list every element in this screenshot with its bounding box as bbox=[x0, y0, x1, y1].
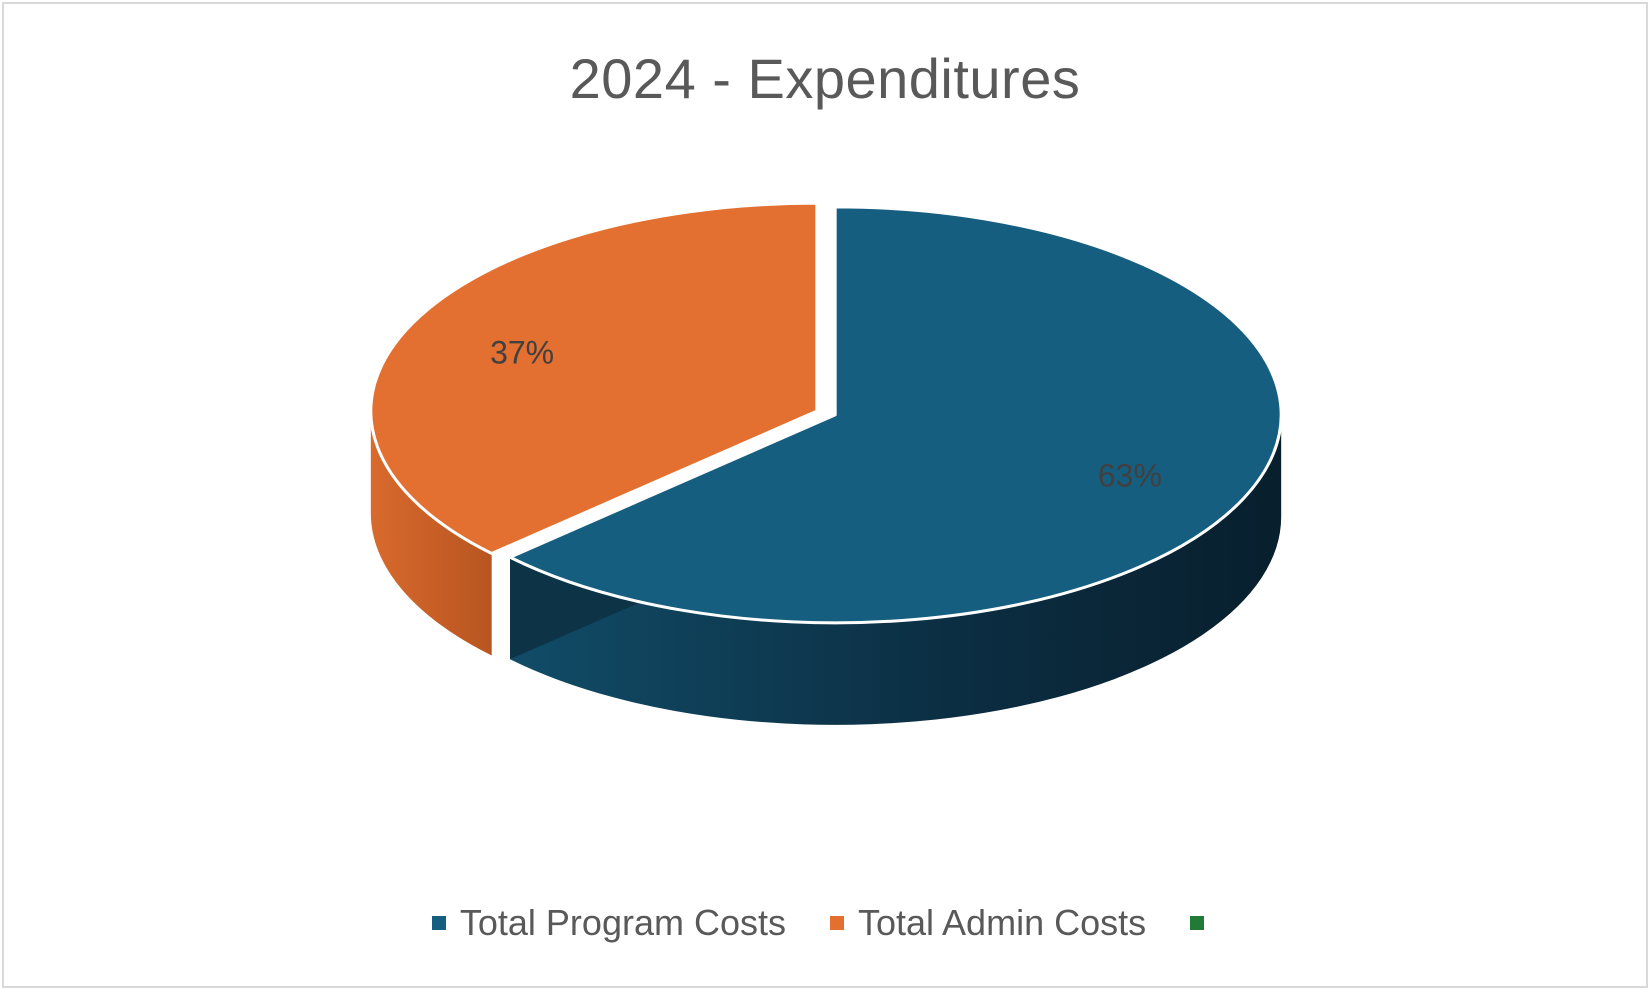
legend-label-program: Total Program Costs bbox=[459, 902, 786, 943]
admin-slice-top bbox=[369, 201, 819, 556]
legend-item-third bbox=[1190, 916, 1218, 930]
program-data-label: 63% bbox=[1098, 457, 1162, 493]
chart-legend: Total Program Costs Total Admin Costs bbox=[4, 902, 1646, 944]
program-slice-side bbox=[510, 414, 1282, 725]
program-slice-top bbox=[508, 205, 1283, 625]
legend-item-admin: Total Admin Costs bbox=[829, 902, 1147, 944]
legend-label-admin: Total Admin Costs bbox=[857, 902, 1147, 943]
legend-item-program: Total Program Costs bbox=[431, 902, 786, 944]
legend-swatch-program bbox=[431, 916, 446, 930]
legend-swatch-third bbox=[1190, 916, 1205, 930]
legend-swatch-admin bbox=[829, 916, 844, 930]
admin-slice-side bbox=[370, 411, 492, 656]
admin-data-label: 37% bbox=[490, 335, 554, 371]
pie-chart: 63% 37% bbox=[369, 201, 1283, 725]
chart-title: 2024 - Expenditures bbox=[569, 47, 1081, 110]
